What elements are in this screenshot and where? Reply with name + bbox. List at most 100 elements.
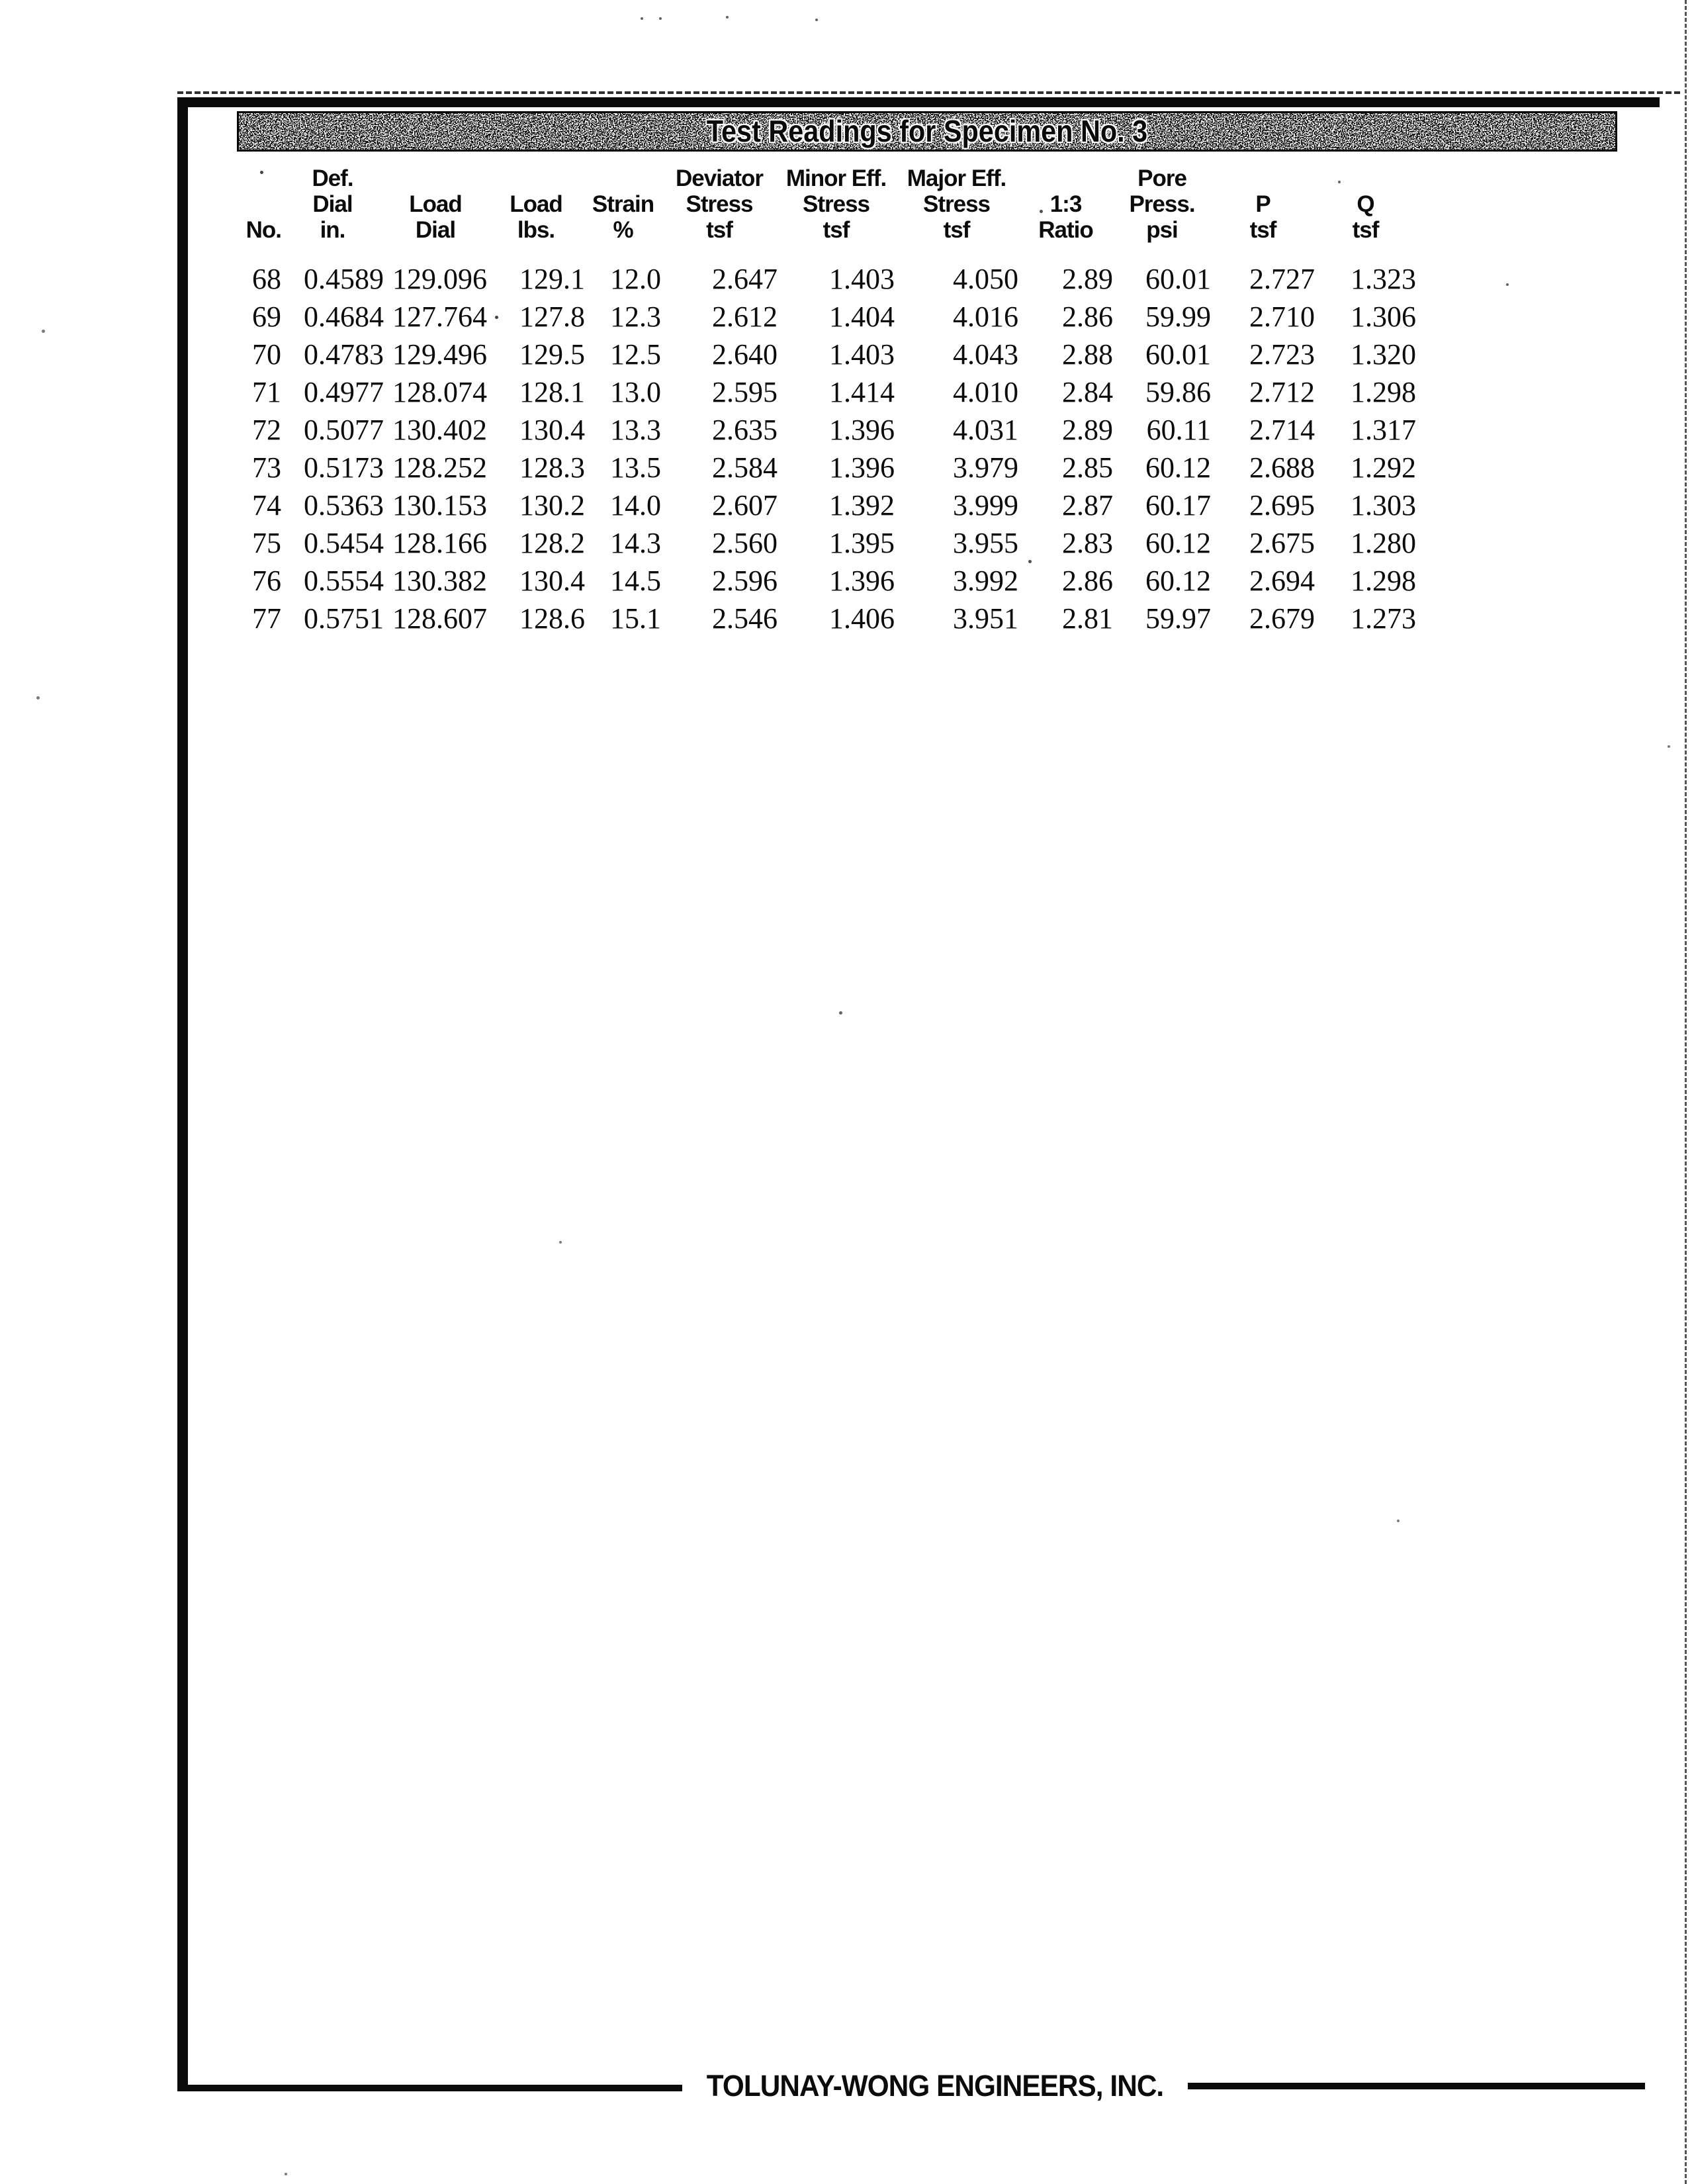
column-header: Deviator	[675, 165, 764, 191]
table-cell: 0.4589	[304, 263, 384, 295]
column-header: Press.	[1129, 191, 1195, 217]
table-cell: 1.406	[829, 602, 895, 635]
scan-speck	[36, 696, 40, 700]
table-cell: 60.01	[1145, 263, 1211, 295]
table-cell: 1.395	[829, 527, 895, 559]
table-cell: 2.88	[1062, 338, 1113, 371]
header-row: No. in. Dial lbs.% tsf tsf tsf Ratio psi tsf tsf	[235, 217, 1416, 243]
table-cell: 13.0	[610, 376, 661, 408]
scan-speck	[1668, 745, 1670, 748]
column-header: Load	[409, 191, 463, 217]
frame-border-top	[177, 97, 1660, 107]
table-cell: 69	[252, 300, 281, 333]
table-cell: 1.392	[829, 489, 895, 522]
table-cell: 128.252	[392, 451, 487, 484]
column-header: No.	[245, 217, 282, 243]
table-cell: 12.0	[610, 263, 661, 295]
scan-speck	[260, 171, 263, 174]
scan-artifact-line	[177, 91, 1681, 94]
column-header: Minor Eff.	[785, 165, 887, 191]
table-cell: 128.2	[519, 527, 585, 559]
scan-edge-artifact	[1685, 0, 1687, 2184]
table-cell: 130.4	[519, 565, 585, 597]
table-cell: 2.89	[1062, 414, 1113, 446]
company-name: TOLUNAY-WONG ENGINEERS, INC.	[706, 2069, 1164, 2103]
table-cell: 0.5454	[304, 527, 384, 559]
table-cell: 0.5173	[304, 451, 384, 484]
table-cell: 127.764	[392, 300, 487, 333]
table-cell: 0.4977	[304, 376, 384, 408]
table-cell: 4.016	[953, 300, 1018, 333]
table-cell: 2.84	[1062, 376, 1113, 408]
table-cell: 1.317	[1351, 414, 1416, 446]
table-cell: 0.5751	[304, 602, 384, 635]
table-cell: 1.303	[1351, 489, 1416, 522]
column-header: Dial	[312, 191, 353, 217]
frame-border-bottom-right	[1188, 2083, 1645, 2089]
column-header: Pore	[1137, 165, 1187, 191]
table-cell: 1.280	[1351, 527, 1416, 559]
column-header: tsf	[823, 217, 850, 243]
table-cell: 71	[252, 376, 281, 408]
column-header: Stress	[922, 191, 991, 217]
table-cell: 2.612	[712, 300, 778, 333]
table-cell: 60.12	[1145, 527, 1211, 559]
column-header	[1315, 165, 1416, 191]
table-cell: 129.1	[519, 263, 585, 295]
readings-table: Def. Deviator Minor Eff. Major Eff. Pore Dial…	[235, 165, 1416, 637]
column-header	[235, 165, 281, 191]
table-cell: 1.292	[1351, 451, 1416, 484]
table-cell: 0.4684	[304, 300, 384, 333]
scan-speck	[285, 2173, 287, 2175]
scan-speck	[726, 16, 729, 19]
table-cell: 129.496	[392, 338, 487, 371]
table-cell: 3.955	[953, 527, 1018, 559]
table-row: 70 0.4783 129.496 129.5 12.5 2.640 1.403 4.043 2…	[235, 336, 1416, 373]
table-cell: 1.403	[829, 263, 895, 295]
table-cell: 75	[252, 527, 281, 559]
scan-speck	[495, 316, 498, 319]
table-cell: 2.635	[712, 414, 778, 446]
table-row: 71 0.4977 128.074 128.1 13.0 2.595 1.414 4.010 2…	[235, 373, 1416, 411]
table-cell: 4.050	[953, 263, 1018, 295]
table-row: 69 0.4684 127.764 127.8 12.3 2.612 1.404 4.016 2…	[235, 298, 1416, 336]
table-cell: 1.396	[829, 565, 895, 597]
scan-speck	[659, 17, 662, 20]
table-cell: 1.396	[829, 451, 895, 484]
speckle-texture	[239, 113, 1615, 150]
table-cell: 60.17	[1145, 489, 1211, 522]
column-header	[235, 191, 281, 217]
table-cell: 60.12	[1145, 565, 1211, 597]
column-header: Major Eff.	[907, 165, 1006, 191]
table-cell: 2.81	[1062, 602, 1113, 635]
column-header	[585, 165, 661, 191]
header-row: Def. Deviator Minor Eff. Major Eff. Pore	[235, 165, 1416, 191]
column-header: tsf	[1249, 217, 1277, 243]
table-cell: 130.402	[392, 414, 487, 446]
table-cell: 1.403	[829, 338, 895, 371]
column-header	[384, 165, 487, 191]
table-row: 77 0.5751 128.607 128.6 15.1 2.546 1.406 3.951 2…	[235, 600, 1416, 637]
table-cell: 2.679	[1249, 602, 1315, 635]
table-cell: 2.89	[1062, 263, 1113, 295]
table-row: 75 0.5454 128.166 128.2 14.3 2.560 1.395 3.955 2…	[235, 524, 1416, 562]
scan-speck	[1397, 1520, 1400, 1522]
table-cell: 0.5554	[304, 565, 384, 597]
table-cell: 59.99	[1145, 300, 1211, 333]
table-cell: 73	[252, 451, 281, 484]
table-cell: 2.560	[712, 527, 778, 559]
table-cell: 0.5077	[304, 414, 384, 446]
table-cell: 1.298	[1351, 565, 1416, 597]
table-cell: 128.166	[392, 527, 487, 559]
title-text: Test Readings for Specimen No. 3	[706, 114, 1148, 148]
table-cell: 3.992	[953, 565, 1018, 597]
column-header: psi	[1146, 217, 1179, 243]
title-bar: Test Readings for Specimen No. 3	[237, 111, 1617, 152]
table-cell: 130.382	[392, 565, 487, 597]
table-cell: 2.87	[1062, 489, 1113, 522]
table-body: 68 0.4589 129.096 129.1 12.0 2.647 1.403 4.050 2…	[235, 243, 1416, 637]
table-cell: 76	[252, 565, 281, 597]
table-cell: 2.546	[712, 602, 778, 635]
table-cell: 127.8	[519, 300, 585, 333]
scan-speck	[42, 330, 45, 333]
